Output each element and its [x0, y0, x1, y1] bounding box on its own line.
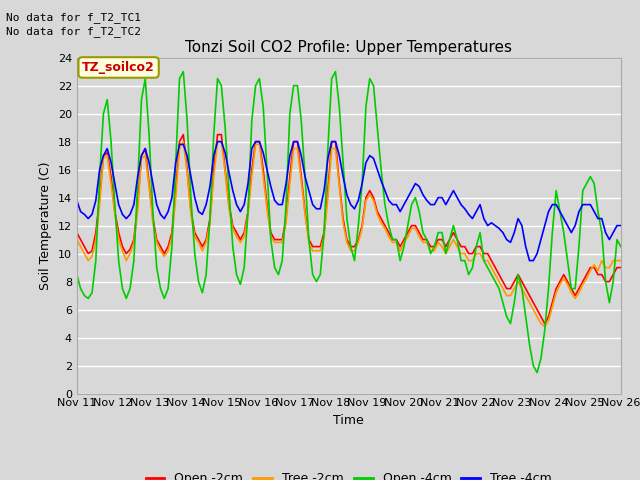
Legend: Open -2cm, Tree -2cm, Open -4cm, Tree -4cm: Open -2cm, Tree -2cm, Open -4cm, Tree -4…: [141, 467, 557, 480]
Title: Tonzi Soil CO2 Profile: Upper Temperatures: Tonzi Soil CO2 Profile: Upper Temperatur…: [186, 40, 512, 55]
Text: No data for f_T2_TC1: No data for f_T2_TC1: [6, 12, 141, 23]
Y-axis label: Soil Temperature (C): Soil Temperature (C): [39, 161, 52, 290]
Text: TZ_soilco2: TZ_soilco2: [82, 61, 155, 74]
X-axis label: Time: Time: [333, 414, 364, 427]
Text: No data for f_T2_TC2: No data for f_T2_TC2: [6, 26, 141, 37]
